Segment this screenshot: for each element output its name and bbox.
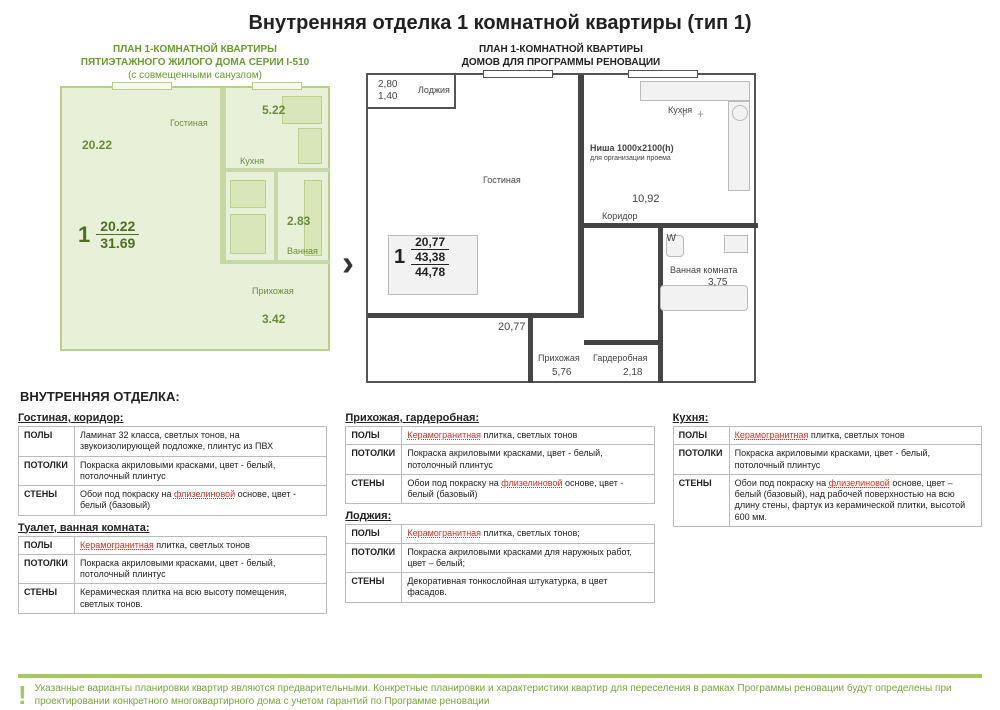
row-floor: ПОЛЫ xyxy=(19,427,75,457)
old-kitchen-label: Кухня xyxy=(240,156,264,166)
bath-title: Туалет, ванная комната: xyxy=(18,522,327,534)
new-header-line1: ПЛАН 1-КОМНАТНОЙ КВАРТИРЫ xyxy=(462,43,661,56)
niche-label: Ниша 1000x2100(h) xyxy=(590,143,674,153)
spec-num: 20.22 xyxy=(96,218,139,235)
new-header-line2: ДОМОВ ДЛЯ ПРОГРАММЫ РЕНОВАЦИИ xyxy=(462,56,661,69)
arrow-icon: › xyxy=(338,142,358,284)
living-table: ПОЛЫЛаминат 32 класса, светлых тонов, на… xyxy=(18,426,327,516)
living-walls: Обои под покраску на флизелиновой основе… xyxy=(75,486,327,516)
corridor-label: Коридор xyxy=(602,211,638,221)
loggia-h: 1,40 xyxy=(378,91,397,102)
old-bath-area: 2.83 xyxy=(287,214,310,228)
spec-den: 31.69 xyxy=(96,235,139,251)
living-area: 20,77 xyxy=(498,321,526,333)
hall-floor: Керамогранитная плитка, светлых тонов xyxy=(402,427,654,445)
living-ceiling: Покраска акриловыми красками, цвет - бел… xyxy=(75,456,327,486)
kitchen-label: Кухня xyxy=(668,105,692,115)
old-hall-label: Прихожая xyxy=(252,286,294,296)
hall-title: Прихожая, гардеробная: xyxy=(345,412,654,424)
wardrobe-label: Гардеробная xyxy=(593,353,647,363)
old-bath-label: Ванная xyxy=(287,246,318,256)
row-ceiling: ПОТОЛКИ xyxy=(19,456,75,486)
spec-one: 1 xyxy=(78,222,90,248)
old-kitchen-area: 5.22 xyxy=(262,103,285,117)
bath-label: Ванная комната xyxy=(670,265,737,275)
loggia-w: 2,80 xyxy=(378,79,397,90)
old-living-area: 20.22 xyxy=(82,138,112,152)
loggia-label: Лоджия xyxy=(418,85,450,95)
old-header-line2: ПЯТИЭТАЖНОГО ЖИЛОГО ДОМА СЕРИИ I-510 xyxy=(81,56,309,69)
hall-ceiling: Покраска акриловыми красками, цвет - бел… xyxy=(402,445,654,475)
old-hall-area: 3.42 xyxy=(262,312,285,326)
old-header-line1: ПЛАН 1-КОМНАТНОЙ КВАРТИРЫ xyxy=(81,43,309,56)
kitchen-ceiling: Покраска акриловыми красками, цвет - бел… xyxy=(729,445,981,475)
hall-area: 5,76 xyxy=(552,367,571,378)
w-label: W xyxy=(667,233,676,244)
living-label: Гостиная xyxy=(483,175,521,185)
plans-row: ПЛАН 1-КОМНАТНОЙ КВАРТИРЫ ПЯТИЭТАЖНОГО Ж… xyxy=(0,43,1000,383)
loggia-title: Лоджия: xyxy=(345,510,654,522)
old-plan-header: ПЛАН 1-КОМНАТНОЙ КВАРТИРЫ ПЯТИЭТАЖНОГО Ж… xyxy=(81,43,309,82)
bath-walls: Керамическая плитка на всю высоту помеще… xyxy=(75,584,327,614)
bath-floor: Керамогранитная плитка, светлых тонов xyxy=(75,536,327,554)
old-spec: 1 20.22 31.69 xyxy=(78,218,139,251)
tables-row: Гостиная, коридор: ПОЛЫЛаминат 32 класса… xyxy=(0,408,1000,620)
new-spec: 1 20,77 43,38 44,78 xyxy=(394,235,449,279)
new-plan-header: ПЛАН 1-КОМНАТНОЙ КВАРТИРЫ ДОМОВ ДЛЯ ПРОГ… xyxy=(462,43,661,69)
kitchen-area: 10,92 xyxy=(632,193,660,205)
kitchen-floor: Керамогранитная плитка, светлых тонов xyxy=(729,427,981,445)
niche-sub: для организации проема xyxy=(590,155,671,162)
living-title: Гостиная, коридор: xyxy=(18,412,327,424)
wardrobe-area: 2,18 xyxy=(623,367,642,378)
hall-table: ПОЛЫКерамогранитная плитка, светлых тоно… xyxy=(345,426,654,504)
finishes-title: ВНУТРЕННЯЯ ОТДЕЛКА: xyxy=(20,389,1000,404)
hall-label: Прихожая xyxy=(538,353,580,363)
loggia-walls: Декоративная тонкослойная штукатурка, в … xyxy=(402,573,654,603)
bath-ceiling: Покраска акриловыми красками, цвет - бел… xyxy=(75,554,327,584)
row-walls: СТЕНЫ xyxy=(19,486,75,516)
exclamation-icon: ! xyxy=(18,682,27,708)
page-title: Внутренняя отделка 1 комнатной квартиры … xyxy=(0,0,1000,43)
bath-table: ПОЛЫКерамогранитная плитка, светлых тоно… xyxy=(18,536,327,614)
loggia-floor: Керамогранитная плитка, светлых тонов; xyxy=(402,525,654,543)
new-spec-one: 1 xyxy=(394,246,405,269)
kitchen-title: Кухня: xyxy=(673,412,982,424)
loggia-table: ПОЛЫКерамогранитная плитка, светлых тоно… xyxy=(345,524,654,602)
kitchen-walls: Обои под покраску на флизелиновой основе… xyxy=(729,474,981,526)
living-floor: Ламинат 32 класса, светлых тонов, на зву… xyxy=(75,427,327,457)
hall-walls: Обои под покраску на флизелиновой основе… xyxy=(402,474,654,504)
spec-n1: 20,77 xyxy=(411,235,449,250)
old-living-label: Гостиная xyxy=(170,118,208,128)
spec-n2: 43,38 xyxy=(411,250,449,265)
loggia-ceiling: Покраска акриловыми красками для наружны… xyxy=(402,543,654,573)
old-header-line3: (с совмещенными санузлом) xyxy=(81,69,309,82)
bath-area: 3,75 xyxy=(708,277,727,288)
spec-n3: 44,78 xyxy=(411,265,449,279)
new-floorplan: + + 2,80 1,40 Лоджия Кухня Ниша 1000x210… xyxy=(366,73,756,383)
footer-note: ! Указанные варианты планировки квартир … xyxy=(18,674,982,708)
footer-text: Указанные варианты планировки квартир яв… xyxy=(35,682,982,708)
old-floorplan: Гостиная 20.22 5.22 Кухня 2.83 Ванная Пр… xyxy=(60,86,330,351)
kitchen-table: ПОЛЫКерамогранитная плитка, светлых тоно… xyxy=(673,426,982,527)
